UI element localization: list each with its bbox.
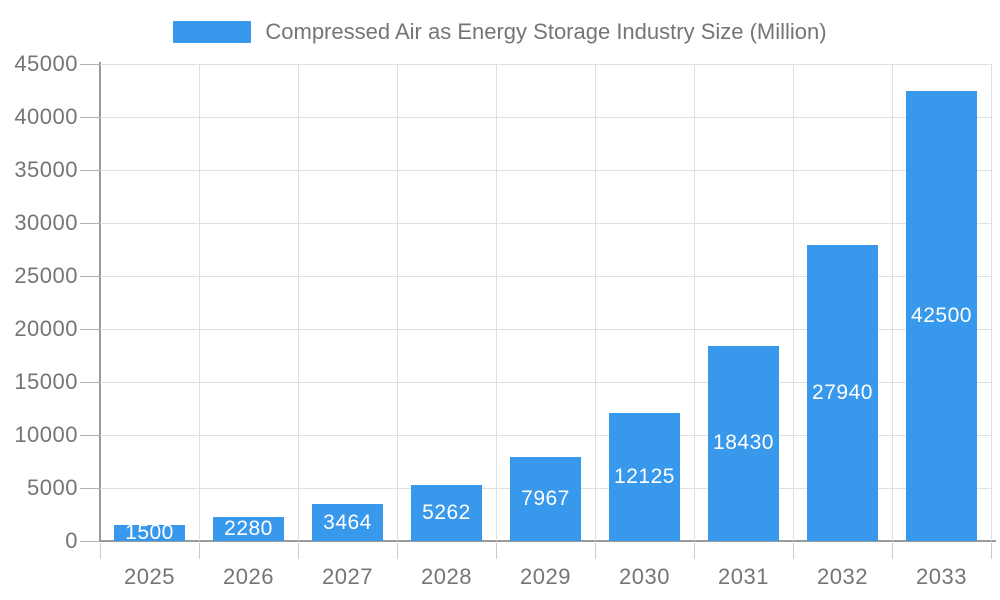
- x-tick-label: 2032: [817, 564, 868, 589]
- x-tick-label: 2029: [520, 564, 571, 589]
- x-axis-line: [99, 540, 996, 542]
- x-gridline: [694, 64, 695, 541]
- x-gridline: [199, 64, 200, 541]
- x-tick: [496, 543, 497, 559]
- y-tick: [80, 170, 99, 171]
- bar[interactable]: [906, 90, 977, 541]
- x-gridline: [793, 64, 794, 541]
- y-tick-label: 5000: [27, 475, 78, 500]
- y-gridline: [100, 223, 991, 224]
- y-tick: [80, 435, 99, 436]
- y-tick: [80, 117, 99, 118]
- x-tick: [694, 543, 695, 559]
- x-tick: [991, 543, 992, 559]
- y-tick: [80, 276, 99, 277]
- x-tick-label: 2026: [223, 564, 274, 589]
- bar[interactable]: [708, 345, 779, 541]
- x-tick: [892, 543, 893, 559]
- x-tick: [298, 543, 299, 559]
- y-gridline: [100, 382, 991, 383]
- plot-area: 0 5000 10000 15000 20000 25000 30000 35000 40000…: [14, 51, 992, 589]
- x-gridline: [892, 64, 893, 541]
- bar[interactable]: [411, 485, 482, 541]
- y-tick: [80, 488, 99, 489]
- x-tick: [397, 543, 398, 559]
- x-gridline: [991, 64, 992, 541]
- bar[interactable]: [807, 244, 878, 541]
- y-gridline: [100, 170, 991, 171]
- y-tick-label: 45000: [14, 51, 78, 76]
- y-tick-label: 30000: [14, 210, 78, 235]
- y-tick-label: 35000: [14, 157, 78, 182]
- y-gridline: [100, 276, 991, 277]
- bar[interactable]: [609, 412, 680, 541]
- x-tick: [100, 543, 101, 559]
- bar[interactable]: [213, 516, 284, 541]
- x-gridline: [496, 64, 497, 541]
- bar[interactable]: [510, 456, 581, 541]
- x-tick: [793, 543, 794, 559]
- x-tick-label: 2028: [421, 564, 472, 589]
- y-tick: [80, 329, 99, 330]
- x-gridline: [298, 64, 299, 541]
- y-tick: [80, 382, 99, 383]
- x-tick-label: 2025: [124, 564, 175, 589]
- x-tick-label: 2030: [619, 564, 670, 589]
- y-tick-label: 25000: [14, 263, 78, 288]
- x-tick-label: 2027: [322, 564, 373, 589]
- y-tick: [80, 541, 99, 542]
- y-tick-label: 0: [65, 528, 78, 553]
- legend-label: Compressed Air as Energy Storage Industr…: [265, 19, 827, 44]
- bar[interactable]: [114, 525, 185, 541]
- y-tick-label: 20000: [14, 316, 78, 341]
- y-gridline: [100, 117, 991, 118]
- legend-swatch: [173, 21, 252, 43]
- x-gridline: [397, 64, 398, 541]
- y-gridline: [100, 435, 991, 436]
- y-tick-label: 40000: [14, 104, 78, 129]
- y-gridline: [100, 64, 991, 65]
- x-gridline: [595, 64, 596, 541]
- x-tick: [595, 543, 596, 559]
- x-tick-label: 2033: [916, 564, 967, 589]
- legend[interactable]: Compressed Air as Energy Storage Industr…: [0, 19, 1000, 44]
- y-tick-label: 15000: [14, 369, 78, 394]
- y-axis-line: [99, 62, 101, 542]
- y-gridline: [100, 329, 991, 330]
- x-tick: [199, 543, 200, 559]
- y-tick-label: 10000: [14, 422, 78, 447]
- y-tick: [80, 64, 99, 65]
- x-tick-label: 2031: [718, 564, 769, 589]
- bar[interactable]: [312, 504, 383, 541]
- y-tick: [80, 223, 99, 224]
